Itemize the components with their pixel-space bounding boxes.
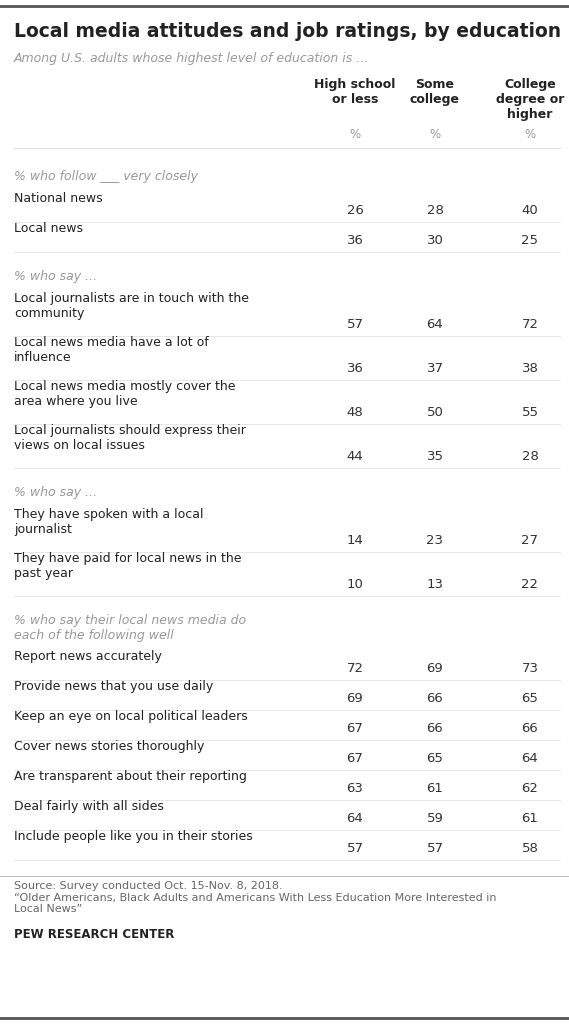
Text: 55: 55 [522,406,538,419]
Text: 50: 50 [427,406,443,419]
Text: 25: 25 [522,234,538,247]
Text: %: % [525,128,535,141]
Text: 37: 37 [427,362,443,375]
Text: 62: 62 [522,782,538,795]
Text: 65: 65 [427,752,443,765]
Text: National news: National news [14,193,102,205]
Text: 22: 22 [522,578,538,591]
Text: Report news accurately: Report news accurately [14,650,162,663]
Text: Are transparent about their reporting: Are transparent about their reporting [14,770,247,783]
Text: Local media attitudes and job ratings, by education: Local media attitudes and job ratings, b… [14,22,561,41]
Text: 66: 66 [522,722,538,735]
Text: 27: 27 [522,534,538,547]
Text: Local journalists are in touch with the
community: Local journalists are in touch with the … [14,292,249,319]
Text: Local news: Local news [14,222,83,234]
Text: % who say ...: % who say ... [14,270,97,283]
Text: Keep an eye on local political leaders: Keep an eye on local political leaders [14,710,248,723]
Text: 28: 28 [427,204,443,217]
Text: They have paid for local news in the
past year: They have paid for local news in the pas… [14,552,241,580]
Text: 38: 38 [522,362,538,375]
Text: Include people like you in their stories: Include people like you in their stories [14,830,253,843]
Text: % who follow ___ very closely: % who follow ___ very closely [14,170,198,183]
Text: 64: 64 [427,318,443,331]
Text: 67: 67 [347,752,364,765]
Text: They have spoken with a local
journalist: They have spoken with a local journalist [14,508,204,536]
Text: 66: 66 [427,692,443,705]
Text: 36: 36 [347,362,364,375]
Text: 63: 63 [347,782,364,795]
Text: College
degree or
higher: College degree or higher [496,78,564,121]
Text: 26: 26 [347,204,364,217]
Text: 69: 69 [427,662,443,675]
Text: 57: 57 [347,842,364,855]
Text: % who say their local news media do
each of the following well: % who say their local news media do each… [14,614,246,642]
Text: 40: 40 [522,204,538,217]
Text: Deal fairly with all sides: Deal fairly with all sides [14,800,164,813]
Text: 67: 67 [347,722,364,735]
Text: 64: 64 [522,752,538,765]
Text: 65: 65 [522,692,538,705]
Text: Source: Survey conducted Oct. 15-Nov. 8, 2018.
“Older Americans, Black Adults an: Source: Survey conducted Oct. 15-Nov. 8,… [14,881,497,914]
Text: 48: 48 [347,406,364,419]
Text: High school
or less: High school or less [314,78,395,106]
Text: Local news media mostly cover the
area where you live: Local news media mostly cover the area w… [14,380,236,408]
Text: 30: 30 [427,234,443,247]
Text: 35: 35 [427,450,443,463]
Text: 66: 66 [427,722,443,735]
Text: Local journalists should express their
views on local issues: Local journalists should express their v… [14,424,246,452]
Text: 28: 28 [522,450,538,463]
Text: 69: 69 [347,692,364,705]
Text: 57: 57 [427,842,443,855]
Text: 36: 36 [347,234,364,247]
Text: 13: 13 [427,578,443,591]
Text: 64: 64 [347,812,364,825]
Text: % who say ...: % who say ... [14,486,97,499]
Text: 73: 73 [522,662,538,675]
Text: 59: 59 [427,812,443,825]
Text: 61: 61 [427,782,443,795]
Text: 44: 44 [347,450,364,463]
Text: 58: 58 [522,842,538,855]
Text: Provide news that you use daily: Provide news that you use daily [14,680,213,693]
Text: 57: 57 [347,318,364,331]
Text: Local news media have a lot of
influence: Local news media have a lot of influence [14,336,209,364]
Text: %: % [349,128,361,141]
Text: 10: 10 [347,578,364,591]
Text: %: % [430,128,440,141]
Text: Among U.S. adults whose highest level of education is ...: Among U.S. adults whose highest level of… [14,52,369,65]
Text: 23: 23 [427,534,443,547]
Text: 61: 61 [522,812,538,825]
Text: 72: 72 [522,318,538,331]
Text: 72: 72 [347,662,364,675]
Text: PEW RESEARCH CENTER: PEW RESEARCH CENTER [14,928,174,941]
Text: 14: 14 [347,534,364,547]
Text: Cover news stories thoroughly: Cover news stories thoroughly [14,740,204,753]
Text: Some
college: Some college [410,78,460,106]
